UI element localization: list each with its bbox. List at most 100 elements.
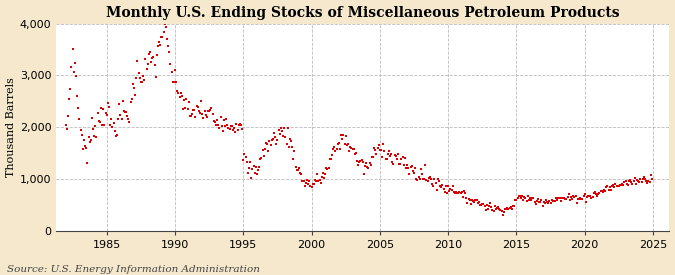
Point [154,40,165,44]
Point [446,188,457,192]
Point [287,145,298,149]
Point [358,172,369,176]
Point [126,100,136,104]
Point [430,181,441,185]
Point [579,192,590,196]
Point [259,153,269,158]
Point [493,205,504,209]
Point [386,152,397,156]
Point [635,177,646,182]
Point [463,197,474,202]
Point [99,123,110,127]
Point [215,115,226,119]
Point [183,100,194,104]
Point [143,51,154,56]
Point [68,47,78,52]
Point [181,97,192,102]
Point [531,201,541,206]
Point [161,37,172,41]
Point [479,204,490,209]
Point [194,109,205,113]
Point [636,180,647,185]
Point [128,82,138,86]
Y-axis label: Thousand Barrels: Thousand Barrels [5,77,16,177]
Point [263,149,273,153]
Point [556,196,567,200]
Point [410,166,421,170]
Point [632,179,643,183]
Point [126,97,137,102]
Point [452,191,462,196]
Point [469,200,480,205]
Point [641,179,651,183]
Point [383,149,394,153]
Point [539,201,550,206]
Point [595,189,606,193]
Point [200,113,211,117]
Point [454,190,465,194]
Point [440,184,451,188]
Point [119,109,130,114]
Point [286,138,296,143]
Point [103,105,114,110]
Point [216,124,227,129]
Point [591,192,601,196]
Point [321,166,331,170]
Point [124,119,135,124]
Point [176,94,187,98]
Point [144,50,155,54]
Point [441,191,452,196]
Point [97,123,107,128]
Point [224,127,235,131]
Point [184,114,195,118]
Point [592,193,603,198]
Point [106,117,117,121]
Point [475,202,485,207]
Point [589,190,600,195]
Point [83,135,94,140]
Point [414,177,425,181]
Point [331,147,342,152]
Point [156,35,167,39]
Point [171,80,182,85]
Point [302,177,313,182]
Point [123,117,134,121]
Point [166,69,177,74]
Point [506,207,517,211]
Point [456,189,467,194]
Point [108,121,119,126]
Point [605,188,616,192]
Point [267,136,278,141]
Point [378,142,389,147]
Point [377,155,387,160]
Point [397,155,408,159]
Point [192,105,203,109]
Point [494,207,505,211]
Point [395,161,406,166]
Point [73,106,84,110]
Point [392,156,402,161]
Point [153,44,163,48]
Point [199,109,210,113]
Point [617,182,628,186]
Point [468,199,479,203]
Point [225,124,236,128]
Point [284,145,294,149]
Point [296,172,306,176]
Point [252,167,263,172]
Point [229,126,240,130]
Point [416,171,427,176]
Point [572,197,583,201]
Point [295,171,306,175]
Point [458,195,468,199]
Point [587,194,598,199]
Point [365,162,376,167]
Point [504,206,515,210]
Point [464,197,475,202]
Point [178,107,188,111]
Point [232,128,243,133]
Point [169,68,180,73]
Point [597,189,608,194]
Point [256,156,267,160]
Point [383,152,394,156]
